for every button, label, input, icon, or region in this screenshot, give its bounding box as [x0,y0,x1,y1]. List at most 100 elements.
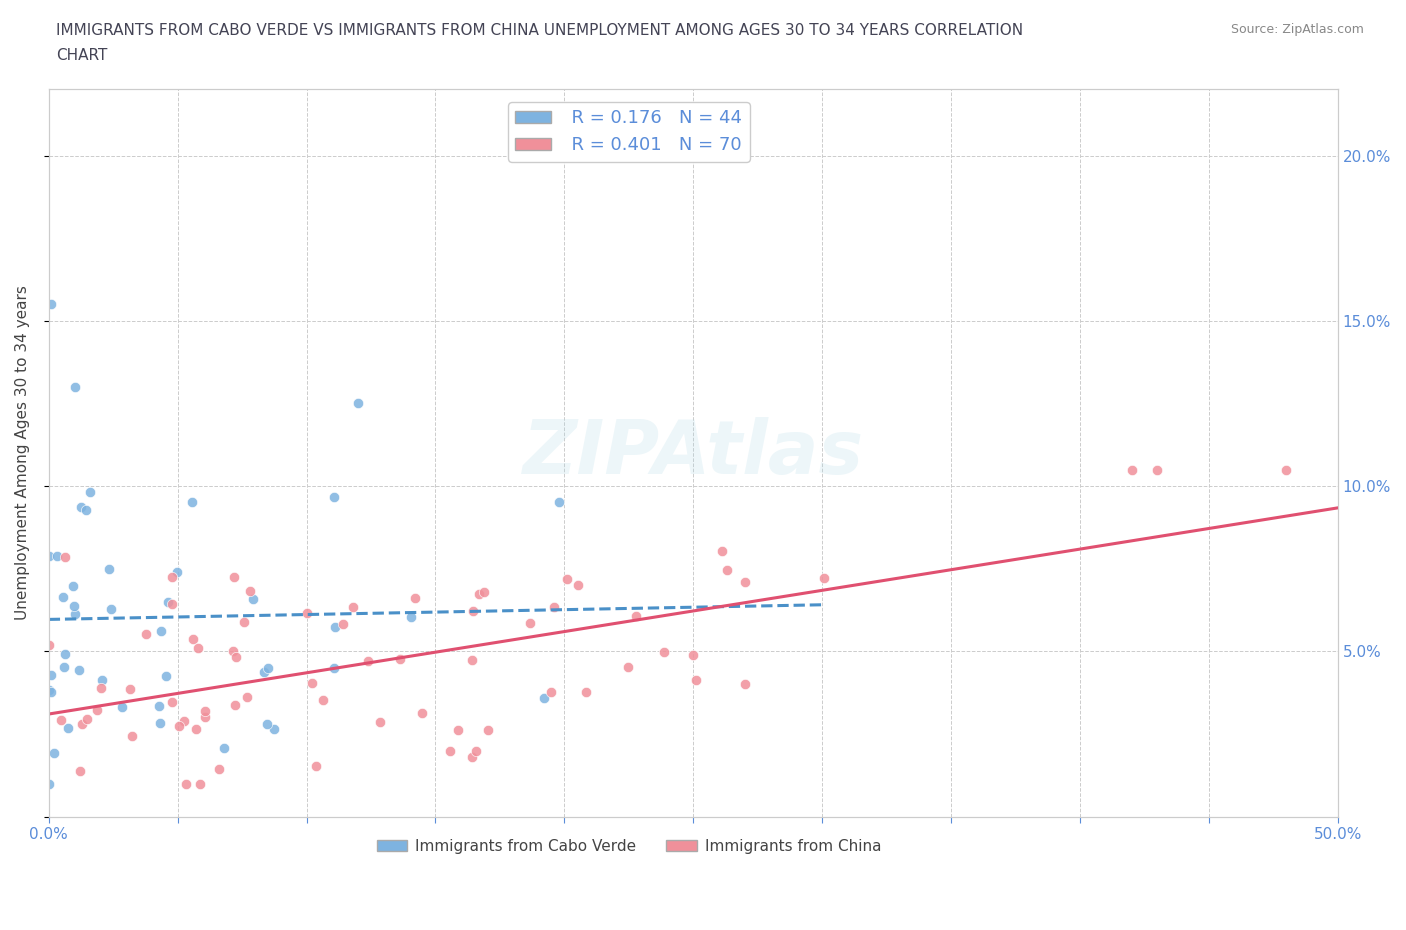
Point [157,594,180,609]
Point [347,396,370,411]
Point [404,591,426,606]
Point [461,750,484,764]
Point [332,617,354,631]
Point [38,549,60,564]
Point [257,660,280,675]
Point [167,719,190,734]
Point [460,652,482,667]
Text: CHART: CHART [56,48,108,63]
Point [194,710,217,724]
Point [447,723,470,737]
Point [166,565,188,579]
Point [120,682,142,697]
Point [90,681,112,696]
Point [474,585,496,600]
Point [97,561,120,576]
Point [439,743,461,758]
Point [41,297,63,312]
Point [734,677,756,692]
Text: IMMIGRANTS FROM CABO VERDE VS IMMIGRANTS FROM CHINA UNEMPLOYMENT AMONG AGES 30 T: IMMIGRANTS FROM CABO VERDE VS IMMIGRANTS… [56,23,1024,38]
Point [79,485,101,499]
Point [38,638,60,653]
Point [207,762,229,777]
Point [72,717,94,732]
Point [235,690,257,705]
Point [75,503,97,518]
Point [477,723,499,737]
Point [148,698,170,713]
Point [225,649,247,664]
Point [52,659,75,674]
Point [463,604,485,618]
Point [540,684,562,699]
Point [67,662,90,677]
Point [184,722,207,737]
Point [86,702,108,717]
Point [716,563,738,578]
Point [575,684,598,699]
Point [45,549,67,564]
Point [465,743,488,758]
Point [652,644,675,659]
Point [224,698,246,712]
Point [710,543,733,558]
Point [160,694,183,709]
Point [69,764,91,778]
Point [232,615,254,630]
Point [155,669,177,684]
Point [239,583,262,598]
Point [401,610,423,625]
Point [519,616,541,631]
Point [194,703,217,718]
Point [295,605,318,620]
Point [38,777,60,791]
Point [567,578,589,592]
Point [69,499,91,514]
Point [181,631,204,646]
Point [52,590,75,604]
Point [49,712,72,727]
Point [38,682,60,697]
Point [342,600,364,615]
Point [222,569,245,584]
Point [411,705,433,720]
Point [467,586,489,601]
Point [63,379,86,394]
Point [617,659,640,674]
Point [1146,462,1168,477]
Point [55,646,77,661]
Point [1121,462,1143,477]
Point [242,591,264,606]
Point [188,777,211,791]
Point [388,652,411,667]
Point [624,609,647,624]
Text: Source: ZipAtlas.com: Source: ZipAtlas.com [1230,23,1364,36]
Point [555,571,578,586]
Point [305,759,328,774]
Point [813,570,835,585]
Point [41,668,63,683]
Point [322,660,344,675]
Point [256,716,278,731]
Point [221,644,243,658]
Point [76,711,98,726]
Point [312,693,335,708]
Point [150,624,173,639]
Point [533,691,555,706]
Point [548,495,571,510]
Point [187,641,209,656]
Point [322,489,344,504]
Point [121,728,143,743]
Point [181,494,204,509]
Point [90,672,112,687]
Point [42,746,65,761]
Point [682,647,704,662]
Point [253,665,276,680]
Point [62,578,84,593]
Point [149,715,172,730]
Point [368,714,391,729]
Text: ZIPAtlas: ZIPAtlas [523,417,863,489]
Point [56,721,79,736]
Y-axis label: Unemployment Among Ages 30 to 34 years: Unemployment Among Ages 30 to 34 years [15,286,30,620]
Point [685,673,707,688]
